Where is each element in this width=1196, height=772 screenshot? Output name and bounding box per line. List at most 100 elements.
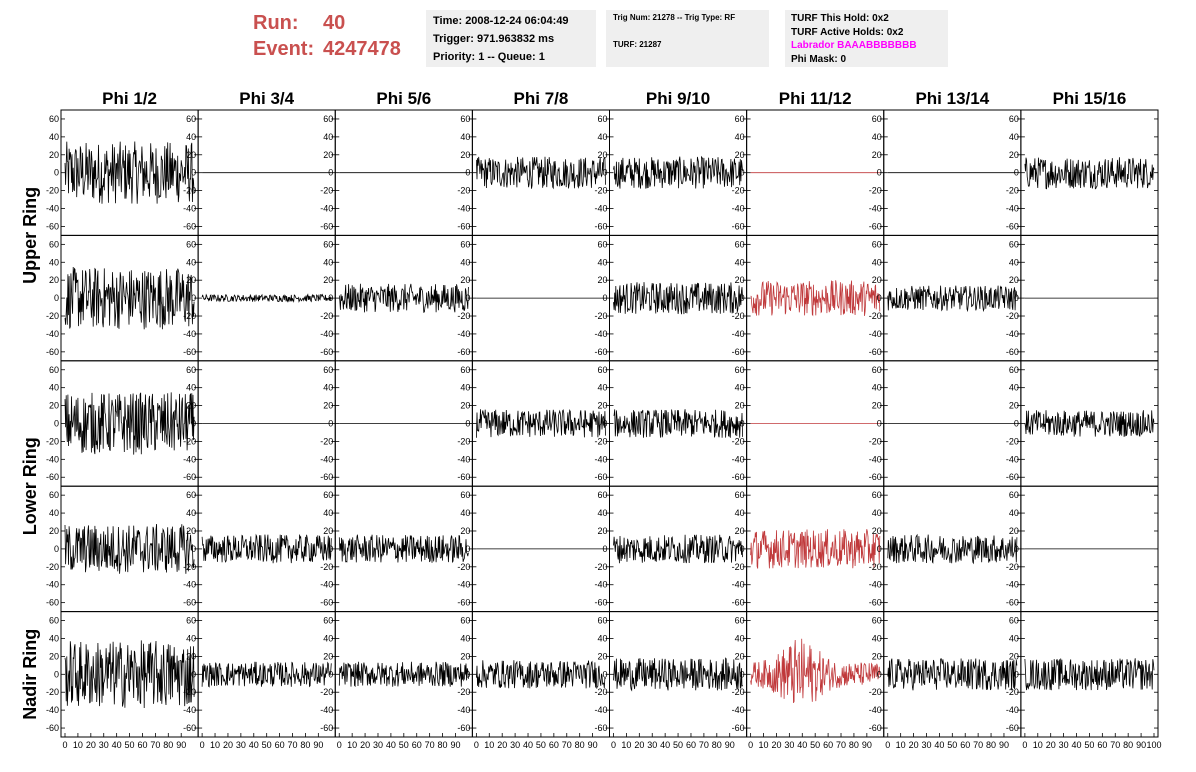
y-tick-label: -20 bbox=[46, 436, 59, 446]
y-tick-label: 20 bbox=[872, 275, 882, 285]
y-tick-label: -20 bbox=[183, 687, 196, 697]
y-tick-label: -20 bbox=[457, 562, 470, 572]
y-tick-label: 0 bbox=[54, 293, 59, 303]
y-tick-label: 60 bbox=[1009, 490, 1019, 500]
waveform-trace bbox=[887, 658, 1018, 691]
y-tick-label: -40 bbox=[457, 705, 470, 715]
y-tick-label: 20 bbox=[186, 150, 196, 160]
y-tick-label: 20 bbox=[186, 275, 196, 285]
y-tick-label: 0 bbox=[54, 544, 59, 554]
waveform-trace bbox=[476, 156, 606, 190]
y-tick-label: 20 bbox=[597, 150, 607, 160]
y-tick-label: -20 bbox=[1006, 562, 1019, 572]
x-tick-label: 10 bbox=[1033, 740, 1043, 750]
y-tick-label: -40 bbox=[183, 204, 196, 214]
y-tick-label: -40 bbox=[46, 454, 59, 464]
y-tick-label: 0 bbox=[191, 293, 196, 303]
y-tick-label: -20 bbox=[457, 311, 470, 321]
y-tick-label: -20 bbox=[732, 186, 745, 196]
y-tick-label: 60 bbox=[735, 616, 745, 626]
y-tick-label: -40 bbox=[869, 705, 882, 715]
y-tick-label: 40 bbox=[323, 383, 333, 393]
y-tick-label: 0 bbox=[1014, 544, 1019, 554]
waveform-trace bbox=[1024, 410, 1155, 437]
waveform-trace bbox=[613, 534, 743, 564]
y-tick-label: -20 bbox=[732, 687, 745, 697]
y-tick-label: 20 bbox=[597, 275, 607, 285]
x-tick-label: 70 bbox=[973, 740, 983, 750]
y-tick-label: 60 bbox=[49, 490, 59, 500]
y-tick-label: -40 bbox=[183, 580, 196, 590]
y-tick-label: -60 bbox=[1006, 221, 1019, 231]
y-tick-label: 60 bbox=[186, 114, 196, 124]
y-tick-label: -40 bbox=[732, 454, 745, 464]
x-tick-label: 70 bbox=[1110, 740, 1120, 750]
y-tick-label: -60 bbox=[183, 221, 196, 231]
y-tick-label: -40 bbox=[320, 580, 333, 590]
y-tick-label: -40 bbox=[1006, 580, 1019, 590]
waveform-trace bbox=[613, 155, 743, 189]
y-tick-label: -60 bbox=[46, 347, 59, 357]
y-tick-label: 0 bbox=[465, 168, 470, 178]
x-tick-label: 30 bbox=[647, 740, 657, 750]
panel-frame bbox=[609, 360, 748, 487]
labrador-text: Labrador BAAABBBBBBB bbox=[791, 40, 917, 51]
y-tick-label: 20 bbox=[597, 401, 607, 411]
y-tick-label: 20 bbox=[49, 275, 59, 285]
y-tick-label: -60 bbox=[732, 221, 745, 231]
y-tick-label: 40 bbox=[735, 257, 745, 267]
y-tick-label: -20 bbox=[1006, 687, 1019, 697]
y-tick-label: -60 bbox=[594, 221, 607, 231]
x-tick-label: 0 bbox=[885, 740, 890, 750]
x-tick-label: 50 bbox=[810, 740, 820, 750]
y-tick-label: 0 bbox=[191, 419, 196, 429]
x-tick-label: 80 bbox=[712, 740, 722, 750]
turf-text: TURF: 21287 bbox=[613, 40, 662, 49]
y-tick-label: -60 bbox=[183, 347, 196, 357]
x-tick-label: 30 bbox=[99, 740, 109, 750]
x-tick-label: 40 bbox=[112, 740, 122, 750]
y-tick-label: 0 bbox=[191, 168, 196, 178]
y-tick-label: -60 bbox=[869, 723, 882, 733]
waveform-trace bbox=[613, 657, 743, 692]
y-tick-label: 20 bbox=[460, 651, 470, 661]
waveform-trace bbox=[1024, 157, 1155, 190]
column-header: Phi 3/4 bbox=[239, 89, 294, 108]
x-tick-label: 0 bbox=[474, 740, 479, 750]
x-tick-label: 70 bbox=[699, 740, 709, 750]
x-tick-label: 0 bbox=[337, 740, 342, 750]
y-tick-label: 20 bbox=[872, 401, 882, 411]
run-event-box: Run: 40 Event: 4247478 bbox=[253, 10, 401, 62]
y-tick-label: 60 bbox=[49, 114, 59, 124]
y-tick-label: 60 bbox=[323, 490, 333, 500]
y-tick-label: -40 bbox=[457, 329, 470, 339]
y-tick-label: 20 bbox=[735, 150, 745, 160]
y-tick-label: 60 bbox=[460, 616, 470, 626]
y-tick-label: 20 bbox=[1009, 651, 1019, 661]
y-tick-label: -20 bbox=[183, 562, 196, 572]
column-header: Phi 15/16 bbox=[1053, 89, 1127, 108]
y-tick-label: 40 bbox=[597, 508, 607, 518]
phi-mask-text: Phi Mask: 0 bbox=[791, 53, 847, 65]
y-tick-label: -20 bbox=[594, 186, 607, 196]
x-tick-label: 60 bbox=[275, 740, 285, 750]
y-tick-label: -60 bbox=[46, 221, 59, 231]
x-tick-label: 70 bbox=[836, 740, 846, 750]
x-tick-label: 20 bbox=[86, 740, 96, 750]
waveform-trace bbox=[338, 534, 469, 564]
y-tick-label: 60 bbox=[186, 365, 196, 375]
x-tick-label: 60 bbox=[686, 740, 696, 750]
y-tick-label: 60 bbox=[872, 490, 882, 500]
y-tick-label: 0 bbox=[191, 669, 196, 679]
y-tick-label: 40 bbox=[735, 132, 745, 142]
column-header: Phi 7/8 bbox=[514, 89, 569, 108]
y-tick-label: 0 bbox=[54, 168, 59, 178]
y-tick-label: 20 bbox=[872, 150, 882, 160]
trigger-info-box: Trig Num: 21278 -- Trig Type: RF TURF: 2… bbox=[606, 10, 769, 67]
y-tick-label: 0 bbox=[465, 544, 470, 554]
y-tick-label: 0 bbox=[877, 293, 882, 303]
x-tick-label: 10 bbox=[210, 740, 220, 750]
y-tick-label: 40 bbox=[323, 257, 333, 267]
y-tick-label: 60 bbox=[597, 490, 607, 500]
